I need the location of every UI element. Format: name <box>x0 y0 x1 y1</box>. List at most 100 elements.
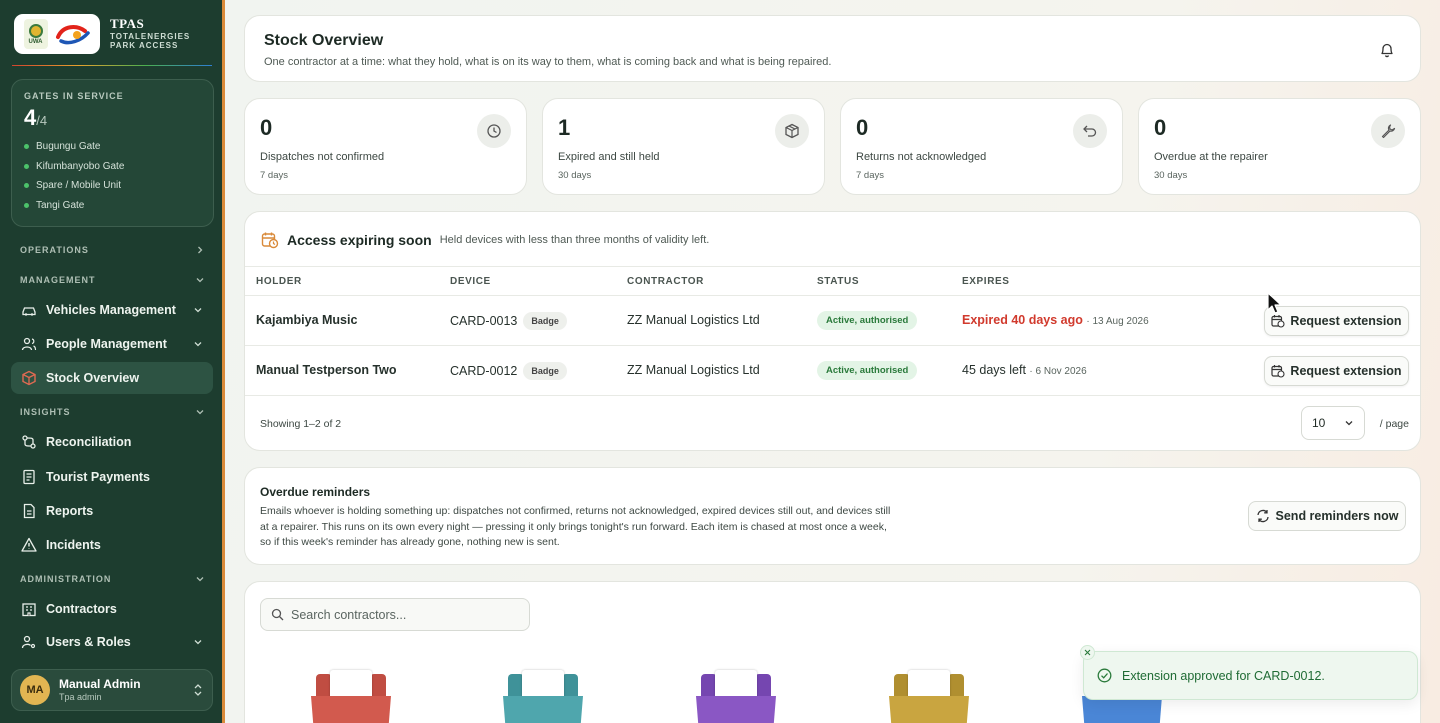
device-type-badge: Badge <box>523 312 567 330</box>
brand-title: TPAS <box>110 16 145 32</box>
request-extension-button[interactable]: Request extension <box>1264 356 1409 386</box>
gates-label: GATES IN SERVICE <box>24 91 124 101</box>
clock-icon <box>477 114 511 148</box>
column-header-expires[interactable]: EXPIRES <box>962 276 1010 287</box>
nav-contractors[interactable]: Contractors <box>11 593 213 625</box>
send-reminders-button[interactable]: Send reminders now <box>1248 501 1406 531</box>
request-extension-button[interactable]: Request extension <box>1264 306 1409 336</box>
people-icon <box>21 336 37 352</box>
section-administration[interactable]: ADMINISTRATION <box>20 574 205 584</box>
building-icon <box>21 601 37 617</box>
nav-incidents[interactable]: Incidents <box>11 529 213 561</box>
status-badge: Active, authorised <box>817 311 918 330</box>
car-icon <box>21 302 37 318</box>
main-content: Stock Overview One contractor at a time:… <box>225 0 1440 723</box>
nav-vehicles-management[interactable]: Vehicles Management <box>11 294 213 326</box>
avatar: MA <box>20 675 50 705</box>
nav-users-roles[interactable]: Users & Roles <box>11 627 213 657</box>
stat-value: 0 <box>260 115 273 140</box>
wrench-icon <box>1371 114 1405 148</box>
column-header-device[interactable]: DEVICE <box>450 276 491 287</box>
page-header: Stock Overview One contractor at a time:… <box>244 15 1421 82</box>
gate-status-dot <box>24 163 29 169</box>
stat-card-returns[interactable]: 0 Returns not acknowledged 7 days <box>840 98 1123 195</box>
holder-name: Kajambiya Music <box>256 313 358 327</box>
table-row[interactable]: Manual Testperson Two CARD-0012 Badge ZZ … <box>245 346 1420 396</box>
gates-in-service-card: GATES IN SERVICE 4/4 Bugungu Gate Kifumb… <box>11 79 214 227</box>
receipt-icon <box>21 469 37 485</box>
gate-item: Kifumbanyobo Gate <box>24 157 201 177</box>
nav-reports[interactable]: Reports <box>11 495 213 527</box>
contractor-folder[interactable] <box>889 670 969 723</box>
chevron-down-icon <box>196 577 204 582</box>
gate-item: Bugungu Gate <box>24 137 201 157</box>
nav-people-management[interactable]: People Management <box>11 328 213 360</box>
section-operations[interactable]: OPERATIONS <box>20 245 205 255</box>
toast-message: Extension approved for CARD-0012. <box>1122 668 1325 683</box>
stat-period: 7 days <box>856 170 884 181</box>
access-expiring-panel: Access expiring soon Held devices with l… <box>244 211 1421 451</box>
stat-label: Expired and still held <box>558 151 660 163</box>
contractor-folder[interactable] <box>311 670 391 723</box>
calendar-clock-icon <box>1271 365 1285 378</box>
nav-tourist-payments[interactable]: Tourist Payments <box>11 461 213 493</box>
check-circle-icon <box>1097 668 1112 683</box>
brand[interactable]: UWA TPAS TOTALENERGIES PARK ACCESS <box>14 14 190 54</box>
column-header-status[interactable]: STATUS <box>817 276 860 287</box>
reconcile-icon <box>21 434 37 450</box>
contractor-name: ZZ Manual Logistics Ltd <box>627 363 760 377</box>
contractor-folder[interactable] <box>503 670 583 723</box>
bell-icon[interactable] <box>1380 42 1394 58</box>
chevron-updown-icon <box>194 684 202 696</box>
column-header-holder[interactable]: HOLDER <box>256 276 302 287</box>
gate-item: Tangi Gate <box>24 196 201 216</box>
contractor-folder[interactable] <box>696 670 776 723</box>
table-header: HOLDER DEVICE CONTRACTOR STATUS EXPIRES <box>245 266 1420 296</box>
device-cell: CARD-0012 Badge <box>450 362 567 380</box>
stat-period: 30 days <box>1154 170 1188 181</box>
nav-stock-overview[interactable]: Stock Overview <box>11 362 213 394</box>
stat-card-repairer[interactable]: 0 Overdue at the repairer 30 days <box>1138 98 1421 195</box>
user-role: Tpa admin <box>59 691 102 702</box>
brand-subtitle-2: PARK ACCESS <box>110 41 179 51</box>
search-input[interactable] <box>291 607 511 622</box>
chevron-right-icon <box>198 246 203 254</box>
overdue-reminders-panel: Overdue reminders Emails whoever is hold… <box>244 467 1421 565</box>
stat-value: 0 <box>1154 115 1167 140</box>
stat-period: 7 days <box>260 170 288 181</box>
document-icon <box>21 503 37 519</box>
refresh-icon <box>1256 509 1269 523</box>
search-icon <box>271 608 284 621</box>
reminders-description: Emails whoever is holding something up: … <box>260 505 891 548</box>
column-header-contractor[interactable]: CONTRACTOR <box>627 276 704 287</box>
uwa-logo: UWA <box>23 19 48 49</box>
page-description: One contractor at a time: what they hold… <box>264 56 832 68</box>
section-insights[interactable]: INSIGHTS <box>20 407 205 417</box>
stat-label: Returns not acknowledged <box>856 151 987 163</box>
gates-count: 4/4 <box>24 105 48 130</box>
chevron-down-icon <box>194 342 202 347</box>
gate-status-dot <box>24 183 29 189</box>
reminders-title: Overdue reminders <box>260 485 371 499</box>
status-badge: Active, authorised <box>817 361 918 380</box>
table-row[interactable]: Kajambiya Music CARD-0013 Badge ZZ Manual… <box>245 296 1420 346</box>
page-size-select[interactable]: 10 <box>1301 406 1365 440</box>
sidebar: UWA TPAS TOTALENERGIES PARK ACCESS GATES… <box>0 0 225 723</box>
section-management[interactable]: MANAGEMENT <box>20 275 205 285</box>
device-type-badge: Badge <box>523 362 567 380</box>
user-menu[interactable]: MA Manual Admin Tpa admin <box>11 669 213 711</box>
contractor-name: ZZ Manual Logistics Ltd <box>627 313 760 327</box>
user-name: Manual Admin <box>59 677 141 692</box>
calendar-clock-icon <box>261 231 279 249</box>
brand-logos: UWA <box>14 14 100 54</box>
box-icon <box>21 370 37 386</box>
close-icon[interactable] <box>1080 645 1095 660</box>
contractor-search[interactable] <box>260 598 530 631</box>
stat-card-dispatches[interactable]: 0 Dispatches not confirmed 7 days <box>244 98 527 195</box>
stat-card-expired[interactable]: 1 Expired and still held 30 days <box>542 98 825 195</box>
nav-reconciliation[interactable]: Reconciliation <box>11 426 213 458</box>
user-key-icon <box>21 634 37 650</box>
brand-divider <box>12 65 212 66</box>
stat-value: 1 <box>558 115 571 140</box>
undo-icon <box>1073 114 1107 148</box>
